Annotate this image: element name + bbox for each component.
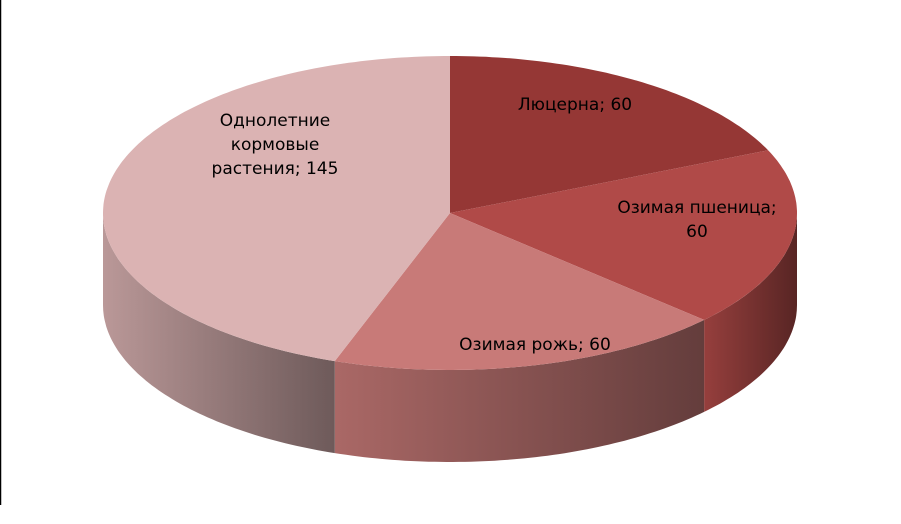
- pie-slice: [103, 56, 450, 362]
- pie-slice-side: [704, 213, 797, 412]
- pie-slice-side: [103, 213, 335, 454]
- pie-slice-side: [334, 319, 705, 462]
- data-label: Люцерна; 60: [517, 95, 633, 115]
- pie-slice: [334, 213, 705, 370]
- pie-slice: [450, 150, 797, 320]
- data-label: Озимая рожь; 60: [459, 335, 611, 355]
- data-label: Однолетние кормовые растения; 145: [211, 111, 339, 179]
- data-label: Озимая пшеница; 60: [617, 198, 777, 242]
- pie-slice: [450, 56, 769, 213]
